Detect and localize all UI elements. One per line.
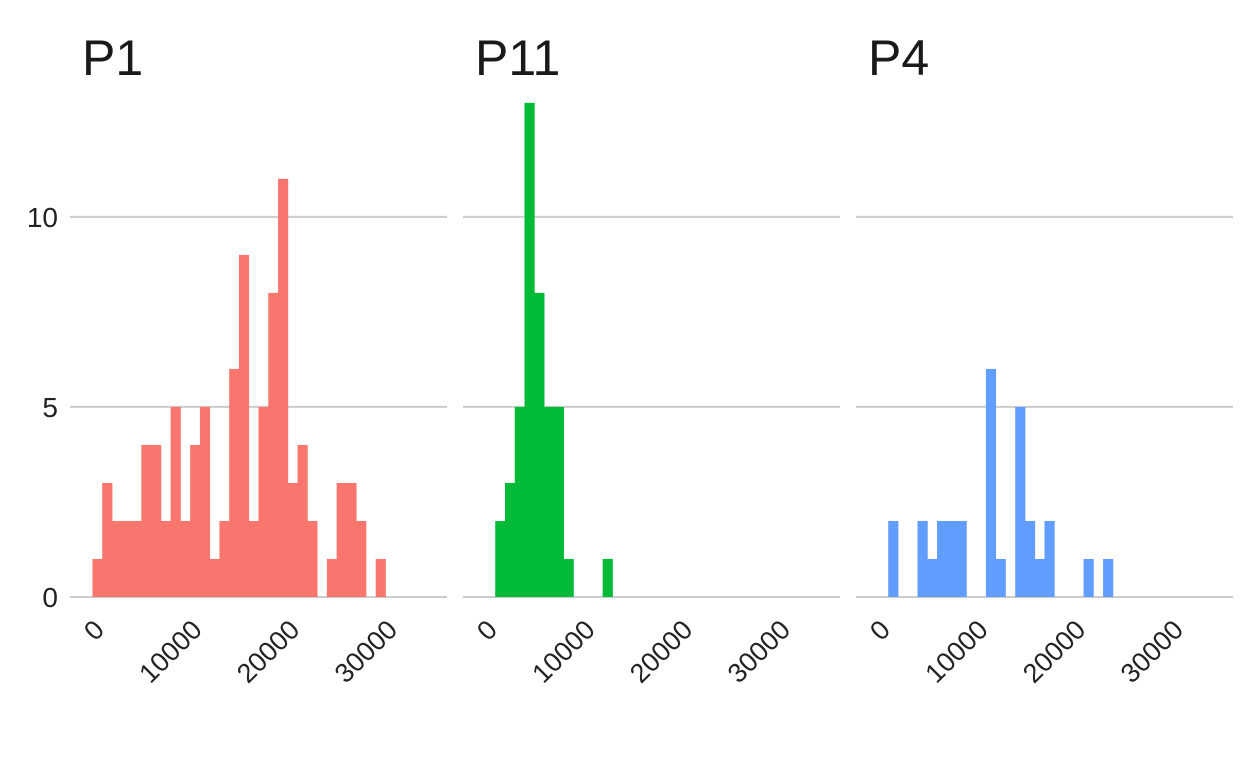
histogram-bar	[927, 558, 938, 597]
histogram-bar	[534, 292, 545, 597]
histogram-bar	[1034, 558, 1045, 597]
histogram-bar	[888, 520, 899, 597]
histogram-bar	[268, 292, 279, 597]
x-tick-label: 10000	[919, 614, 993, 688]
histogram-bar	[326, 558, 338, 597]
y-tick-label: 5	[42, 392, 58, 423]
histogram-bar	[190, 444, 201, 597]
histogram-bar	[287, 482, 298, 597]
panel-title: P4	[868, 30, 929, 86]
x-tick-label: 30000	[722, 614, 796, 688]
y-tick-label: 10	[27, 202, 58, 233]
histogram-bar	[229, 368, 240, 597]
x-tick-label: 30000	[1115, 614, 1189, 688]
histogram-bar	[278, 178, 289, 597]
histogram-bar	[946, 520, 957, 597]
histogram-bar	[985, 368, 997, 597]
x-tick-label: 20000	[624, 614, 698, 688]
histogram-bar	[602, 558, 613, 597]
x-tick-label: 30000	[329, 614, 403, 688]
histogram-bar	[375, 558, 386, 597]
histogram-bar	[297, 444, 308, 597]
histogram-bar	[544, 406, 555, 597]
histogram-bar	[917, 520, 928, 597]
histogram-bar	[141, 444, 152, 597]
x-tick-label: 10000	[133, 614, 207, 688]
histogram-bar	[495, 520, 506, 597]
histogram-bar	[356, 520, 367, 597]
histogram-bar	[514, 406, 525, 597]
panel-title: P1	[82, 30, 143, 86]
x-tick-label: 20000	[231, 614, 305, 688]
panel-title: P11	[475, 30, 560, 86]
histogram-bar	[336, 482, 347, 597]
histogram-bar	[238, 254, 250, 597]
histogram-bar	[1083, 558, 1094, 597]
histogram-bar	[151, 444, 162, 597]
histogram-bar	[1024, 520, 1036, 597]
histogram-bar	[102, 482, 113, 597]
histogram-bar	[1015, 406, 1026, 597]
histogram-bar	[180, 520, 191, 597]
x-tick-label: 20000	[1017, 614, 1091, 688]
histogram-bar	[219, 520, 230, 597]
histogram-bar	[995, 558, 1006, 597]
x-tick-label: 10000	[526, 614, 600, 688]
histogram-bar	[248, 520, 259, 597]
histogram-bar	[209, 558, 220, 597]
x-tick-label: 0	[471, 614, 503, 646]
histogram-bar	[160, 520, 171, 597]
histogram-bar	[131, 520, 142, 597]
histogram-bar	[553, 406, 564, 597]
histogram-bar	[258, 406, 269, 597]
histogram-bar	[504, 482, 516, 597]
histogram-bar	[346, 482, 357, 597]
histogram-bar	[111, 520, 123, 597]
histogram-bar	[199, 406, 211, 597]
histogram-bar	[937, 520, 948, 597]
histogram-bar	[956, 520, 967, 597]
histogram-bar	[92, 558, 103, 597]
histogram-bar	[524, 102, 535, 597]
histogram-bar	[563, 558, 574, 597]
histogram-bar	[170, 406, 181, 597]
histogram-bar	[121, 520, 132, 597]
y-tick-label: 0	[42, 582, 58, 613]
histogram-bar	[1044, 520, 1055, 597]
histogram-bar	[1103, 558, 1114, 597]
x-tick-label: 0	[864, 614, 896, 646]
x-tick-label: 0	[78, 614, 110, 646]
histogram-bar	[307, 520, 318, 597]
